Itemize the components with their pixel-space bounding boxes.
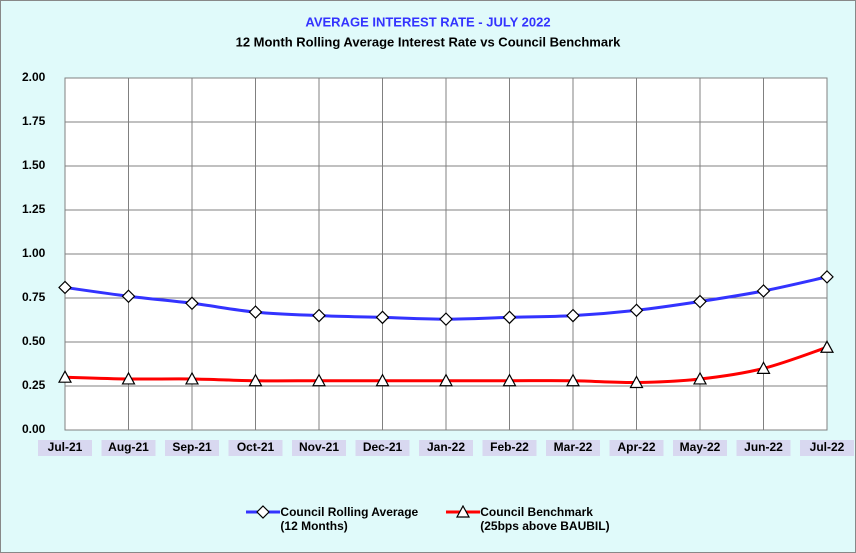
point-marker: [438, 373, 454, 387]
x-tick-label-bg: [609, 440, 664, 456]
x-tick-label-bg: [419, 440, 473, 456]
x-tick-label-bg: [673, 440, 727, 456]
point-marker: [311, 373, 327, 387]
legend: Council Rolling Average (12 Months) Counc…: [0, 505, 856, 533]
point-marker: [629, 303, 644, 318]
x-tick-label-bg: [38, 440, 92, 456]
x-tick-label: Nov-21: [299, 440, 339, 454]
point-marker: [756, 361, 771, 374]
y-tick-label: 1.75: [22, 114, 46, 128]
x-tick-label: Oct-21: [237, 440, 275, 454]
y-tick-label: 0.00: [22, 422, 46, 436]
plot-border: [64, 77, 828, 431]
point-marker: [565, 373, 581, 387]
point-marker: [375, 310, 390, 325]
point-marker: [184, 371, 200, 385]
point-marker: [502, 310, 517, 325]
y-tick-label: 1.50: [22, 158, 46, 172]
point-marker: [185, 296, 199, 311]
point-marker: [121, 289, 136, 304]
x-tick-label-bg: [736, 440, 791, 456]
x-tick-label: Aug-21: [108, 440, 149, 454]
x-tick-label: Apr-22: [617, 440, 655, 454]
legend-item: Council Rolling Average (12 Months): [246, 505, 418, 533]
x-tick-label-bg: [228, 440, 283, 456]
y-tick-label: 1.25: [22, 202, 46, 216]
point-marker: [248, 305, 263, 319]
y-tick-label: 0.75: [22, 290, 46, 304]
x-tick-label: Jul-21: [48, 440, 83, 454]
x-tick-label-bg: [800, 440, 854, 456]
point-marker: [439, 312, 453, 326]
x-tick-label: Jul-22: [810, 440, 845, 454]
chart-title: AVERAGE INTEREST RATE - JULY 2022: [305, 14, 550, 29]
x-tick-label-bg: [292, 440, 346, 456]
point-marker: [502, 373, 517, 387]
point-marker: [256, 505, 271, 519]
legend-icon: [446, 505, 481, 518]
x-tick-label-bg: [546, 440, 600, 456]
point-marker: [756, 284, 771, 298]
x-tick-label-bg: [482, 440, 537, 456]
legend-item: Council Benchmark (25bps above BAUBIL): [446, 505, 610, 533]
x-tick-label-bg: [355, 440, 410, 456]
x-tick-label: Jan-22: [427, 440, 465, 454]
x-tick-label: Feb-22: [490, 440, 529, 454]
y-tick-label: 2.00: [22, 70, 46, 84]
point-marker: [566, 308, 580, 323]
y-tick-label: 0.50: [22, 334, 46, 348]
point-marker: [456, 505, 471, 518]
x-tick-label: Jun-22: [744, 440, 783, 454]
point-marker: [312, 308, 326, 323]
point-marker: [248, 373, 263, 387]
point-marker: [375, 373, 390, 387]
point-marker: [820, 270, 834, 284]
chart-subtitle: 12 Month Rolling Average Interest Rate v…: [236, 34, 622, 49]
x-tick-label-bg: [101, 440, 156, 456]
point-marker: [58, 280, 72, 295]
point-marker: [819, 340, 835, 353]
point-marker: [121, 371, 136, 385]
point-marker: [57, 369, 73, 383]
x-tick-label: May-22: [680, 440, 721, 454]
y-tick-label: 0.25: [22, 378, 46, 392]
point-marker: [629, 375, 644, 389]
x-tick-label-bg: [165, 440, 219, 456]
y-tick-label: 1.00: [22, 246, 46, 260]
legend-label: Council Rolling Average (12 Months): [280, 505, 419, 533]
x-tick-label: Sep-21: [172, 440, 212, 454]
x-tick-label: Dec-21: [363, 440, 403, 454]
legend-icon: [246, 505, 281, 519]
legend-label: Council Benchmark (25bps above BAUBIL): [480, 505, 610, 533]
point-marker: [693, 294, 707, 309]
point-marker: [692, 371, 708, 385]
x-tick-label: Mar-22: [554, 440, 593, 454]
